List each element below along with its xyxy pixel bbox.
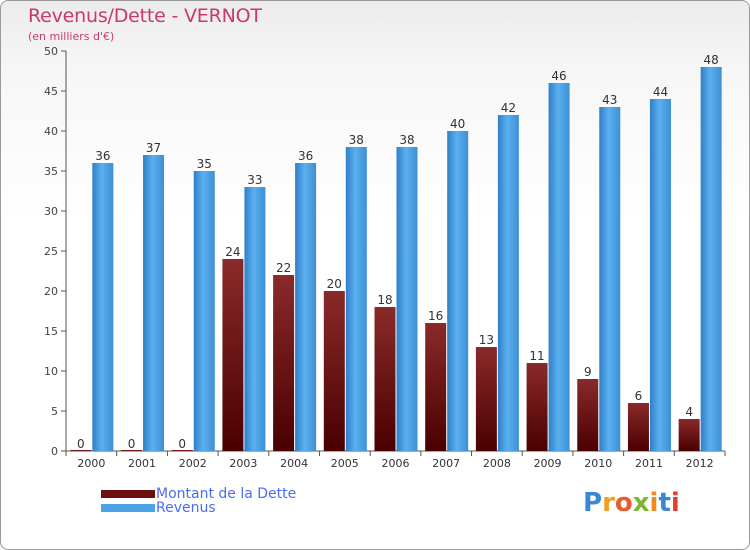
chart-bars xyxy=(70,67,722,451)
x-tick-label: 2005 xyxy=(331,457,359,470)
logo-letter: i xyxy=(670,488,680,518)
value-label-revenus: 33 xyxy=(247,173,262,187)
x-tick-label: 2007 xyxy=(432,457,460,470)
value-label-dette: 4 xyxy=(685,405,693,419)
y-tick-label: 40 xyxy=(44,125,58,138)
x-tick-label: 2009 xyxy=(534,457,562,470)
bar-revenus xyxy=(295,163,317,451)
value-label-dette: 0 xyxy=(128,437,136,451)
value-label-revenus: 48 xyxy=(704,53,719,67)
x-tick-label: 2002 xyxy=(179,457,207,470)
x-tick-label: 2012 xyxy=(686,457,714,470)
bar-revenus xyxy=(92,163,114,451)
value-label-revenus: 43 xyxy=(602,93,617,107)
legend-swatch-revenus xyxy=(101,504,155,512)
y-tick-label: 30 xyxy=(44,205,58,218)
y-tick-label: 45 xyxy=(44,85,58,98)
x-tick-label: 2004 xyxy=(280,457,308,470)
x-tick-label: 2003 xyxy=(229,457,257,470)
value-label-revenus: 35 xyxy=(197,157,212,171)
bar-revenus xyxy=(447,131,469,451)
value-label-dette: 11 xyxy=(529,349,544,363)
bar-revenus xyxy=(143,155,165,451)
bar-dette xyxy=(475,347,497,451)
logo-letter: o xyxy=(614,488,633,518)
chart-title: Revenus/Dette - VERNOT xyxy=(28,5,262,27)
value-label-revenus: 46 xyxy=(551,69,566,83)
x-tick-label: 2011 xyxy=(635,457,663,470)
logo-letter: t xyxy=(658,488,671,518)
value-label-dette: 0 xyxy=(178,437,186,451)
bar-dette xyxy=(121,450,143,451)
bar-dette xyxy=(171,450,193,451)
value-label-dette: 16 xyxy=(428,309,443,323)
value-label-dette: 13 xyxy=(479,333,494,347)
value-label-dette: 20 xyxy=(327,277,342,291)
bar-revenus xyxy=(345,147,367,451)
x-tick-label: 2010 xyxy=(584,457,612,470)
value-label-revenus: 37 xyxy=(146,141,161,155)
bar-dette xyxy=(577,379,599,451)
legend-label-dette: Montant de la Dette xyxy=(156,486,297,502)
bar-dette xyxy=(273,275,295,451)
value-label-dette: 22 xyxy=(276,261,291,275)
logo-letter: i xyxy=(649,488,659,518)
y-tick-label: 0 xyxy=(51,445,58,458)
value-label-revenus: 40 xyxy=(450,117,465,131)
bar-revenus xyxy=(548,83,570,451)
chart-labels: 2000 0 36 2001 0 37 2002 0 35 2003 24 33 2004 22 36 200… xyxy=(77,53,719,470)
bar-dette xyxy=(222,259,244,451)
bar-dette xyxy=(678,419,700,451)
value-label-revenus: 36 xyxy=(298,149,313,163)
legend-label-revenus: Revenus xyxy=(156,500,216,516)
bar-dette xyxy=(374,307,396,451)
bar-revenus xyxy=(497,115,519,451)
bar-dette xyxy=(526,363,548,451)
bar-revenus xyxy=(193,171,215,451)
value-label-revenus: 36 xyxy=(95,149,110,163)
bar-dette xyxy=(425,323,447,451)
y-tick-label: 15 xyxy=(44,325,58,338)
legend-swatch-dette xyxy=(101,490,155,498)
y-tick-label: 50 xyxy=(44,45,58,58)
value-label-revenus: 44 xyxy=(653,85,668,99)
bar-revenus xyxy=(700,67,722,451)
logo-letter: r xyxy=(602,488,615,518)
value-label-revenus: 38 xyxy=(399,133,414,147)
x-tick-label: 2000 xyxy=(77,457,105,470)
bar-revenus xyxy=(599,107,621,451)
bar-revenus xyxy=(396,147,418,451)
value-label-dette: 0 xyxy=(77,437,85,451)
y-tick-label: 20 xyxy=(44,285,58,298)
logo-letter: P xyxy=(583,488,603,518)
bar-dette xyxy=(70,450,92,451)
y-tick-label: 5 xyxy=(51,405,58,418)
bar-dette xyxy=(323,291,345,451)
bar-revenus xyxy=(649,99,671,451)
y-tick-label: 35 xyxy=(44,165,58,178)
value-label-dette: 18 xyxy=(377,293,392,307)
x-tick-label: 2006 xyxy=(382,457,410,470)
x-tick-label: 2001 xyxy=(128,457,156,470)
logo-letter: x xyxy=(632,488,650,518)
chart-subtitle: (en milliers d'€) xyxy=(28,30,115,43)
value-label-revenus: 42 xyxy=(501,101,516,115)
value-label-revenus: 38 xyxy=(349,133,364,147)
bar-revenus xyxy=(244,187,266,451)
value-label-dette: 9 xyxy=(584,365,592,379)
x-tick-label: 2008 xyxy=(483,457,511,470)
bar-dette xyxy=(627,403,649,451)
proxiti-logo: Proxiti xyxy=(583,488,680,518)
value-label-dette: 6 xyxy=(635,389,643,403)
y-tick-label: 10 xyxy=(44,365,58,378)
value-label-dette: 24 xyxy=(225,245,240,259)
y-tick-label: 25 xyxy=(44,245,58,258)
